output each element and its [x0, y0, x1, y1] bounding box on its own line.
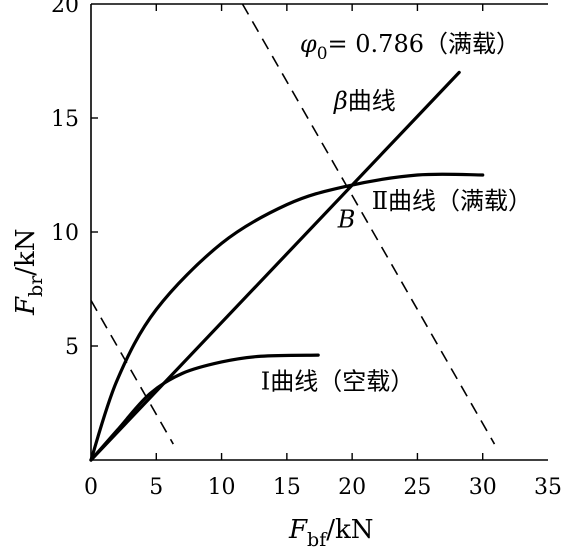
x-tick-label: 0 [84, 475, 98, 500]
curve-ii-full-load [89, 172, 485, 462]
x-tick-label: 15 [273, 475, 301, 500]
curve-i-empty-load [89, 353, 320, 462]
x-tick-label: 35 [534, 475, 562, 500]
x-tick-label: 5 [149, 475, 163, 500]
x-axis-title: Fbf/kN [288, 515, 374, 549]
x-tick-label: 20 [338, 475, 366, 500]
series-group [89, 3, 496, 462]
y-axis-title-sub: br [25, 275, 47, 297]
annotation-beta: β曲线 [333, 87, 396, 115]
x-tick-label: 10 [208, 475, 236, 500]
y-tick-label: 20 [51, 0, 79, 18]
x-axis-title-main: F [288, 515, 308, 545]
phi0-dashed-line [241, 3, 496, 445]
ticks: 0 5 10 15 20 25 30 35 5 10 15 20 [51, 0, 562, 500]
beta-word: 曲线 [348, 87, 396, 115]
annotation-pointB: B [337, 205, 356, 233]
phi-symbol: φ [300, 30, 317, 58]
x-tick-label: 25 [403, 475, 431, 500]
x-tick-label: 30 [469, 475, 497, 500]
helper-dashed-line [90, 300, 174, 445]
annotations: φ0= 0.786（满载） β曲线 Ⅱ曲线（满载） B Ⅰ曲线（空载） [261, 30, 532, 395]
annotation-curve2: Ⅱ曲线（满载） [372, 187, 532, 215]
x-axis-title-unit: /kN [326, 515, 373, 545]
y-tick-label: 10 [51, 221, 79, 246]
phi-subscript: 0 [317, 44, 328, 64]
annotation-phi0: φ0= 0.786（满载） [300, 30, 520, 64]
y-tick-label: 15 [51, 107, 79, 132]
phi-value: = 0.786（满载） [328, 30, 520, 58]
y-axis-title-unit: /kN [11, 228, 41, 275]
x-axis-title-sub: bf [307, 529, 328, 549]
annotation-curve1: Ⅰ曲线（空载） [261, 367, 414, 395]
beta-line [89, 70, 461, 462]
beta-symbol: β [333, 87, 348, 115]
y-tick-label: 5 [65, 335, 79, 360]
y-axis-title: Fbr/kN [11, 228, 47, 316]
y-axis-title-main: F [11, 296, 41, 316]
